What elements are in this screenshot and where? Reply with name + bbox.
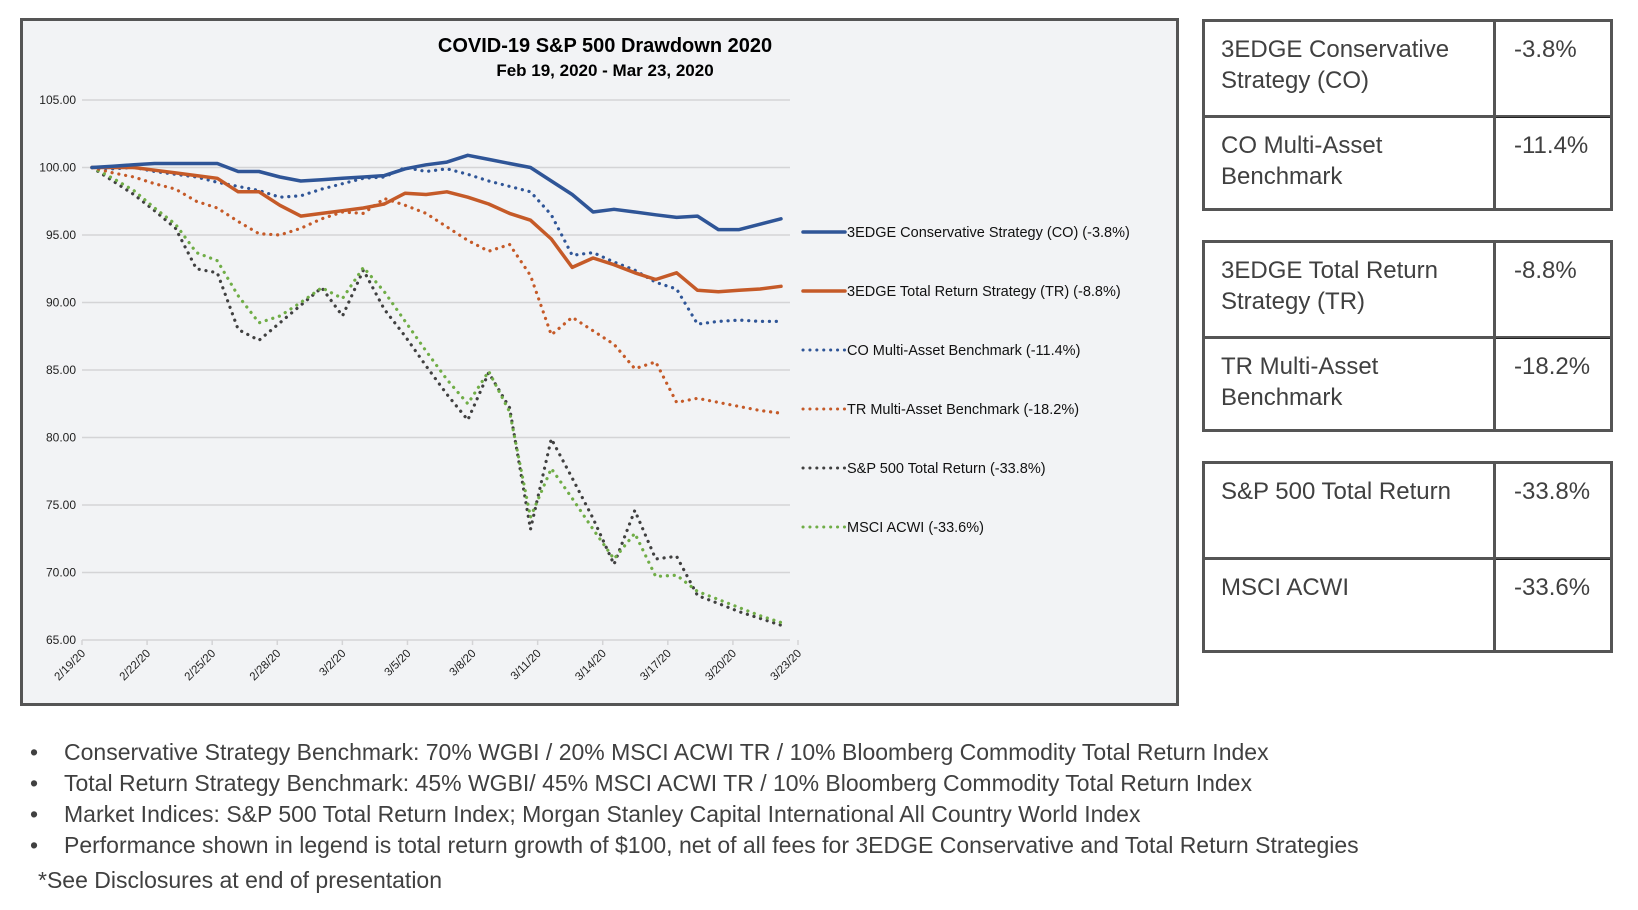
table-row: 3EDGE Conservative Strategy (CO) -3.8% [1205,22,1610,115]
footnote-text: Total Return Strategy Benchmark: 45% WGB… [64,770,1252,796]
x-tick-label: 3/2/20 [317,648,348,679]
table-row: MSCI ACWI -33.6% [1205,557,1610,650]
series-line-2 [90,165,783,326]
table-label-cell: CO Multi-Asset Benchmark [1205,118,1496,208]
y-tick-label: 105.00 [39,93,76,107]
legend-label: 3EDGE Total Return Strategy (TR) (-8.8%) [847,284,1121,300]
legend-label: TR Multi-Asset Benchmark (-18.2%) [847,402,1079,418]
legend-label: MSCI ACWI (-33.6%) [847,520,984,536]
footnote-text: Performance shown in legend is total ret… [64,832,1359,858]
x-tick-label: 3/20/20 [703,648,739,684]
series-line-1 [90,165,783,294]
chart-subtitle: Feb 19, 2020 - Mar 23, 2020 [496,61,713,80]
gridlines [82,99,790,641]
table-row: S&P 500 Total Return -33.8% [1205,464,1610,557]
table-label-cell: MSCI ACWI [1205,560,1496,650]
x-tick-label: 3/14/20 [573,648,609,684]
table-label-cell: 3EDGE Conservative Strategy (CO) [1205,22,1496,115]
y-axis-ticks: 105.00 100.00 95.00 90.00 85.00 80.00 75.00 70.… [39,93,76,647]
x-tick-label: 3/23/20 [769,648,805,684]
y-tick-label: 70.00 [46,566,76,580]
summary-table-co: 3EDGE Conservative Strategy (CO) -3.8% C… [1202,19,1613,211]
footnote-item: • Total Return Strategy Benchmark: 45% W… [26,768,1626,799]
series-line-5 [90,165,783,625]
y-tick-label: 65.00 [46,633,76,647]
bullet-icon: • [30,739,39,765]
chart-panel: COVID-19 S&P 500 Drawdown 2020 Feb 19, 2… [20,18,1179,706]
x-tick-label: 3/11/20 [509,648,544,683]
series-line-4 [90,165,783,627]
chart-title: COVID-19 S&P 500 Drawdown 2020 [438,35,772,57]
table-label-cell: 3EDGE Total Return Strategy (TR) [1205,243,1496,336]
table-value-cell: -33.6% [1496,559,1610,650]
table-row: CO Multi-Asset Benchmark -11.4% [1205,115,1610,208]
y-tick-label: 80.00 [46,431,76,445]
table-value-cell: -11.4% [1496,117,1610,208]
table-row: 3EDGE Total Return Strategy (TR) -8.8% [1205,243,1610,336]
legend-label: CO Multi-Asset Benchmark (-11.4%) [847,343,1080,359]
table-value-cell: -8.8% [1514,257,1577,284]
x-tick-label: 3/17/20 [638,648,674,684]
y-tick-label: 90.00 [46,296,76,310]
x-tick-label: 3/5/20 [382,648,413,679]
summary-table-indices: S&P 500 Total Return -33.8% MSCI ACWI -3… [1202,461,1613,653]
table-label-cell: TR Multi-Asset Benchmark [1205,339,1496,429]
footnote-item: • Conservative Strategy Benchmark: 70% W… [26,737,1626,768]
bullet-icon: • [30,801,39,827]
chart-legend: 3EDGE Conservative Strategy (CO) (-3.8%)… [801,225,1130,536]
series-lines [90,153,783,627]
y-tick-label: 100.00 [39,161,76,175]
table-label-cell: S&P 500 Total Return [1205,464,1496,557]
footnote-text: Market Indices: S&P 500 Total Return Ind… [64,801,1141,827]
bullet-icon: • [30,832,39,858]
x-tick-label: 2/22/20 [118,648,154,684]
series-line-3 [90,165,783,415]
footnote-text: Conservative Strategy Benchmark: 70% WGB… [64,739,1269,765]
table-value-cell: -18.2% [1496,338,1610,429]
y-tick-label: 85.00 [46,363,76,377]
bullet-icon: • [30,770,39,796]
x-tick-label: 2/19/20 [53,648,89,684]
summary-table-tr: 3EDGE Total Return Strategy (TR) -8.8% T… [1202,240,1613,432]
disclaimer-text: *See Disclosures at end of presentation [38,867,443,893]
y-tick-label: 95.00 [46,228,76,242]
x-tick-label: 2/25/20 [183,648,219,684]
legend-label: 3EDGE Conservative Strategy (CO) (-3.8%) [847,225,1130,241]
legend-label: S&P 500 Total Return (-33.8%) [847,461,1046,477]
footnote-list: • Conservative Strategy Benchmark: 70% W… [26,737,1626,861]
x-tick-label: 3/8/20 [448,648,479,679]
x-tick-label: 2/28/20 [248,648,284,684]
table-row: TR Multi-Asset Benchmark -18.2% [1205,336,1610,429]
table-value-cell: -33.8% [1514,478,1591,505]
y-tick-label: 75.00 [46,498,76,512]
table-value-cell: -3.8% [1514,36,1577,63]
x-axis-ticks: 2/19/20 2/22/20 2/25/20 2/28/20 3/2/20 3/5/20… [53,640,805,684]
series-line-0 [90,153,783,232]
footnote-item: • Performance shown in legend is total r… [26,830,1626,861]
drawdown-line-chart: COVID-19 S&P 500 Drawdown 2020 Feb 19, 2… [39,35,1130,684]
footnote-item: • Market Indices: S&P 500 Total Return I… [26,799,1626,830]
